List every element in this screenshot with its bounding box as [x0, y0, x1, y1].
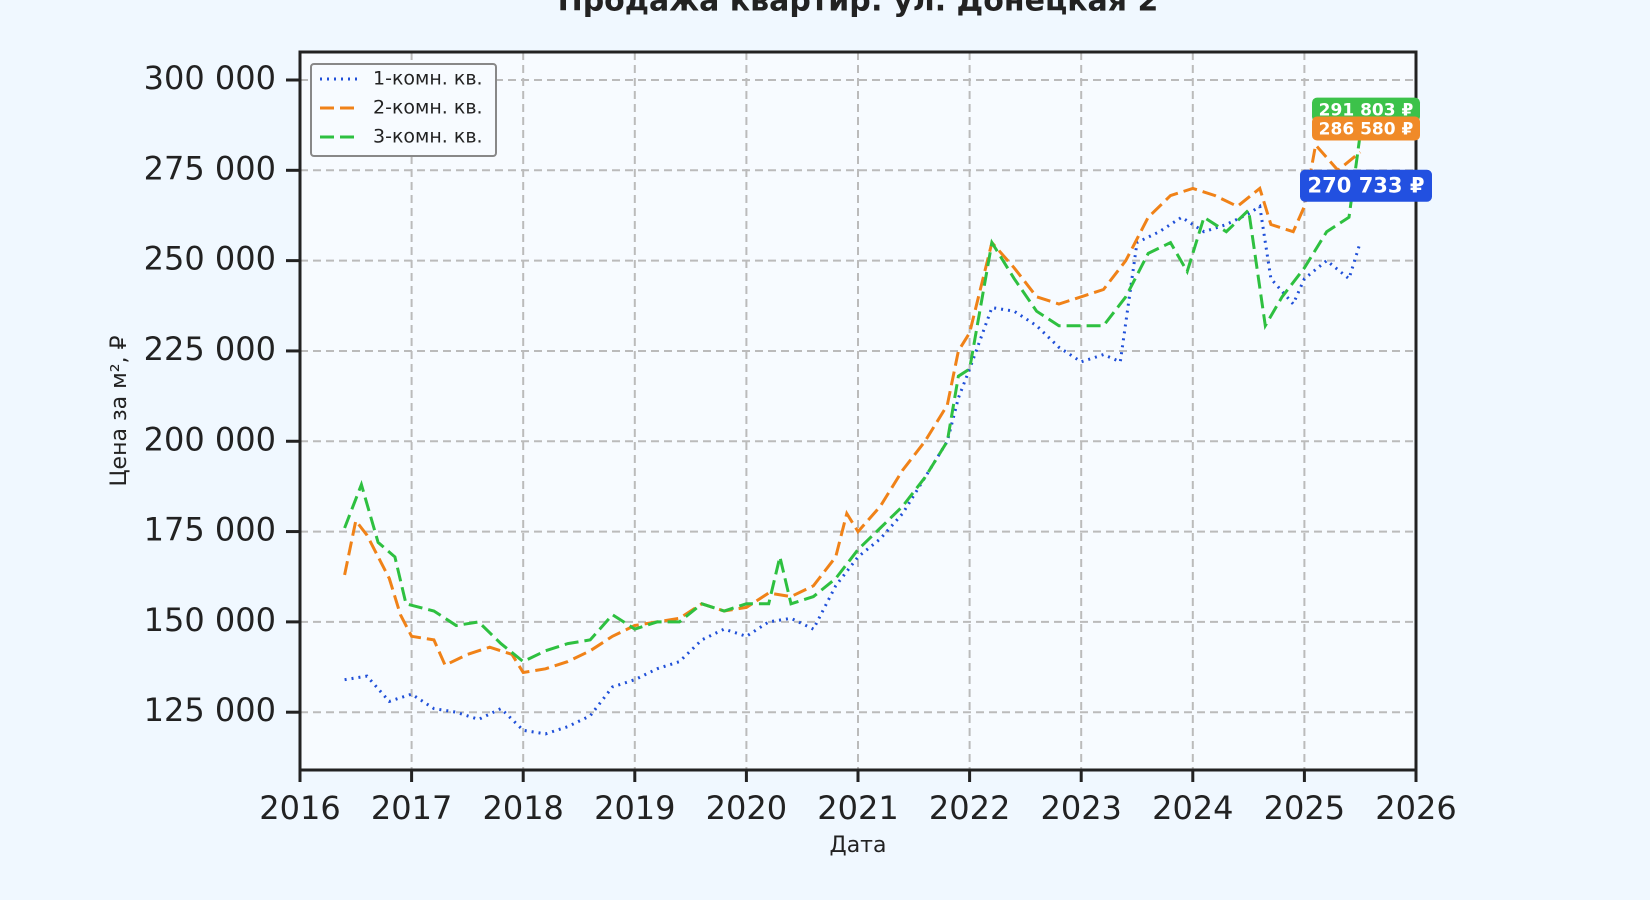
y-tick-label: 200 000 [144, 420, 276, 458]
x-tick-label: 2018 [482, 789, 563, 827]
plot-frame [298, 50, 1418, 772]
x-tick-label: 2026 [1375, 789, 1456, 827]
y-tick-label: 300 000 [144, 59, 276, 97]
x-tick-label: 2020 [706, 789, 787, 827]
x-tick-label: 2023 [1040, 789, 1121, 827]
legend-label: 2-комн. кв. [373, 97, 483, 119]
value-badge [1312, 97, 1420, 122]
y-axis-label: Цена за м², ₽ [107, 335, 132, 486]
y-tick-label: 275 000 [144, 149, 276, 187]
x-tick-label: 2017 [371, 789, 452, 827]
x-tick-label: 2019 [594, 789, 675, 827]
y-tick-label: 125 000 [144, 691, 276, 729]
value-badge [1312, 116, 1420, 141]
y-tick-label: 250 000 [144, 240, 276, 278]
x-axis-label: Дата [830, 833, 887, 858]
series-line [344, 203, 1362, 736]
x-tick-label: 2021 [817, 789, 898, 827]
value-badge [1300, 169, 1432, 202]
x-tick-label: 2016 [259, 789, 340, 827]
value-badge-label: 291 803 ₽ [1319, 101, 1414, 121]
lines [343, 133, 1362, 736]
y-tick-label: 150 000 [144, 601, 276, 639]
legend: 1-комн. кв. 2-комн. кв. 3-комн. кв. [310, 63, 497, 157]
x-tick-label: 2024 [1152, 789, 1233, 827]
chart-title: Продажа квартир: ул. Донецкая 2 [558, 0, 1159, 19]
y-tick-label: 225 000 [144, 330, 276, 368]
legend-box [310, 63, 497, 157]
value-badge-label: 286 580 ₽ [1319, 119, 1414, 139]
value-badge-label: 270 733 ₽ [1308, 174, 1425, 198]
series-line [343, 141, 1362, 675]
legend-label: 3-комн. кв. [373, 126, 483, 148]
annotations: 291 803 ₽286 580 ₽ 270 733 ₽ [1300, 97, 1432, 202]
y-tick-label: 175 000 [144, 511, 276, 549]
x-tick-label: 2025 [1264, 789, 1345, 827]
legend-label: 1-комн. кв. [373, 68, 483, 90]
x-tick-label: 2022 [929, 789, 1010, 827]
